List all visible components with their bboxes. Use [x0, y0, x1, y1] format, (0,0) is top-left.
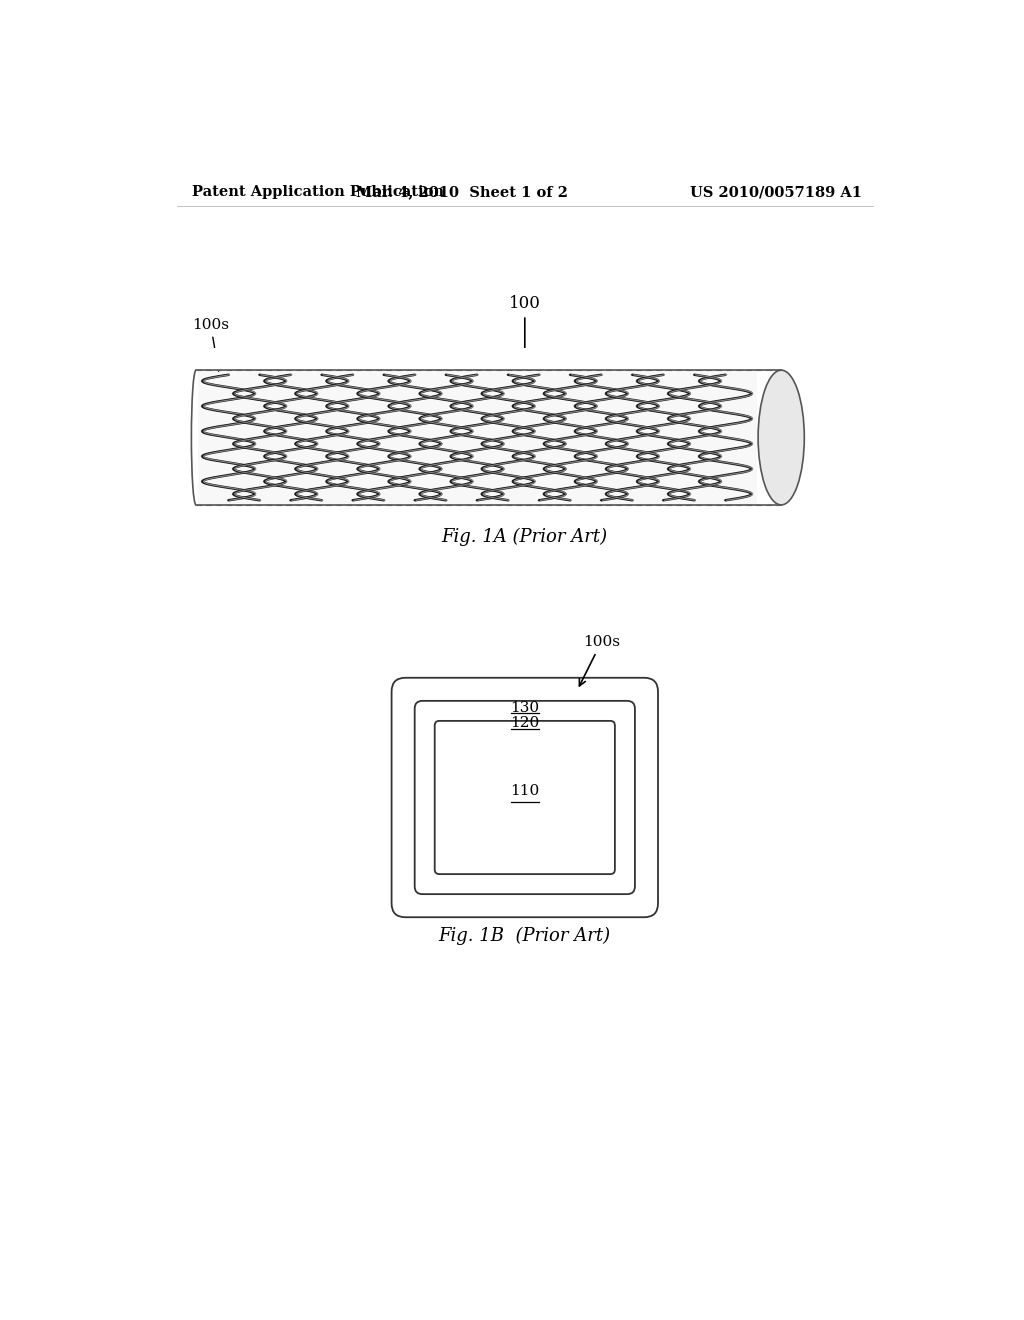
Text: Mar. 4, 2010  Sheet 1 of 2: Mar. 4, 2010 Sheet 1 of 2	[355, 185, 567, 199]
Text: 100: 100	[509, 296, 541, 366]
Text: 100s: 100s	[193, 318, 229, 371]
Text: US 2010/0057189 A1: US 2010/0057189 A1	[690, 185, 862, 199]
Text: 120: 120	[510, 717, 540, 730]
Text: Fig. 1A (Prior Art): Fig. 1A (Prior Art)	[441, 528, 608, 546]
Text: Fig. 1B  (Prior Art): Fig. 1B (Prior Art)	[438, 927, 611, 945]
Text: 130: 130	[510, 701, 540, 715]
Bar	[196, 506, 804, 520]
Bar	[757, 366, 910, 508]
FancyBboxPatch shape	[435, 721, 614, 874]
Bar	[196, 348, 804, 371]
Bar	[131, 366, 198, 508]
Text: 110: 110	[510, 784, 540, 799]
Text: Patent Application Publication: Patent Application Publication	[193, 185, 444, 199]
FancyBboxPatch shape	[196, 370, 781, 506]
FancyBboxPatch shape	[415, 701, 635, 894]
Text: 100s: 100s	[580, 635, 620, 686]
FancyBboxPatch shape	[391, 677, 658, 917]
Ellipse shape	[758, 370, 804, 506]
